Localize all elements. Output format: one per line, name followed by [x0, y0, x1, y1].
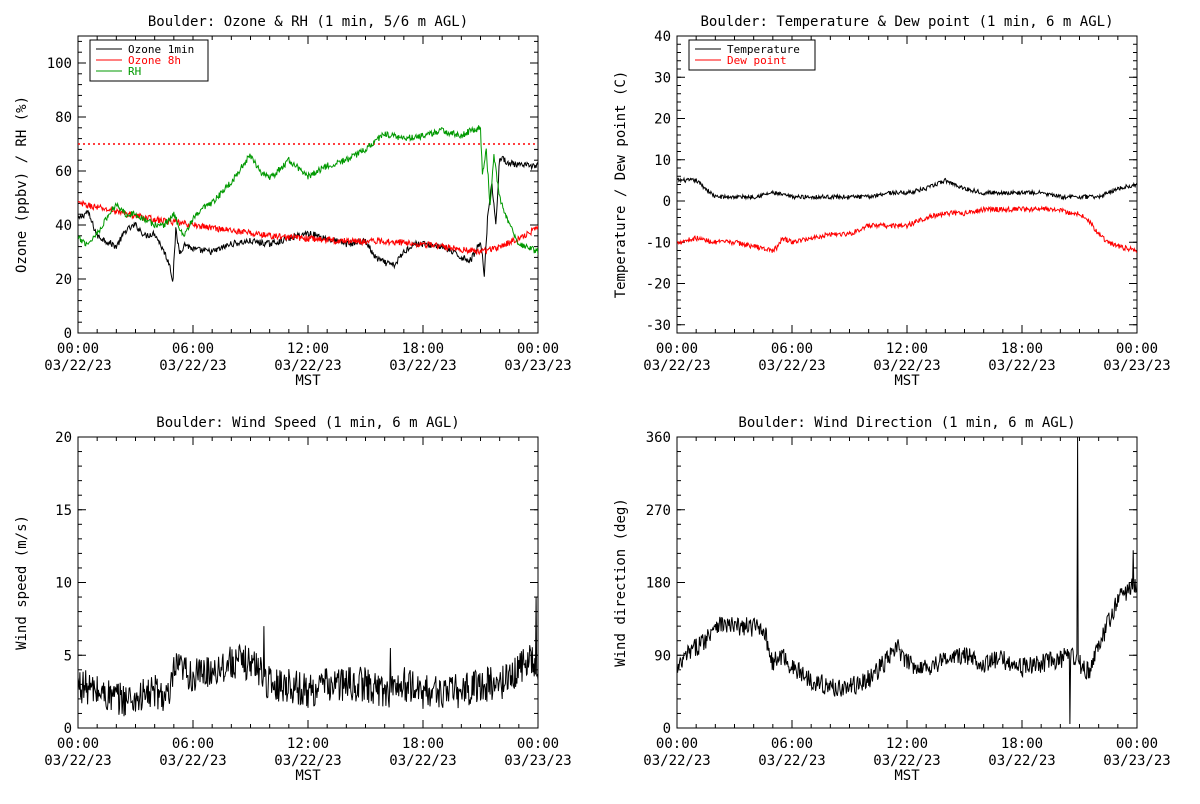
series-line-rh: [78, 125, 538, 255]
legend-box: [688, 39, 816, 71]
legend-label: Dew point: [727, 54, 787, 67]
x-tick-label-time: 12:00: [886, 341, 928, 357]
x-tick-label-time: 06:00: [771, 341, 813, 357]
x-tick-label-time: 00:00: [517, 736, 559, 752]
y-axis-label: Temperature / Dew point (C): [613, 71, 629, 299]
x-tick-label-date: 03/23/23: [1103, 753, 1170, 769]
x-tick-label-date: 03/22/23: [274, 358, 341, 374]
x-tick-label-time: 18:00: [402, 736, 444, 752]
x-tick-label-date: 03/22/23: [274, 753, 341, 769]
series-line-series-1: [78, 596, 538, 717]
chart-title: Boulder: Wind Direction (1 min, 6 m AGL): [738, 415, 1075, 431]
x-tick-label-time: 00:00: [656, 341, 698, 357]
y-tick-label: -20: [646, 277, 671, 293]
x-tick-label-time: 00:00: [517, 341, 559, 357]
x-tick-label-date: 03/22/23: [758, 753, 825, 769]
legend-label: Temperature: [727, 43, 800, 56]
series-line-series-1: [677, 437, 1137, 725]
y-tick-label: 40: [55, 218, 72, 234]
y-tick-label: 0: [64, 721, 72, 737]
y-tick-label: 90: [654, 648, 671, 664]
plot-frame: [676, 436, 1138, 729]
x-tick-label-time: 06:00: [771, 736, 813, 752]
y-tick-label: 180: [646, 576, 671, 592]
x-axis-label: MST: [894, 373, 920, 389]
chart-title: Boulder: Ozone & RH (1 min, 5/6 m AGL): [148, 14, 468, 30]
y-tick-label: 0: [64, 326, 72, 342]
x-tick-label-time: 00:00: [1116, 341, 1158, 357]
panel-3: Boulder: Wind Speed (1 min, 6 m AGL) 00:0…: [14, 415, 572, 784]
x-tick-label-date: 03/22/23: [988, 358, 1055, 374]
y-axis-label: Wind direction (deg): [613, 498, 629, 667]
x-tick-label-time: 00:00: [656, 736, 698, 752]
x-tick-label-date: 03/22/23: [389, 358, 456, 374]
series-line-temperature: [677, 176, 1137, 201]
panel-4: Boulder: Wind Direction (1 min, 6 m AGL)…: [613, 415, 1171, 784]
x-tick-label-date: 03/22/23: [159, 753, 226, 769]
y-tick-label: 0: [663, 194, 671, 210]
y-tick-label: -10: [646, 235, 671, 251]
x-tick-label-date: 03/23/23: [1103, 358, 1170, 374]
y-tick-label: 15: [55, 503, 72, 519]
y-axis-label: Ozone (ppbv) / RH (%): [14, 96, 30, 273]
y-tick-label: 10: [654, 153, 671, 169]
chart-title: Boulder: Wind Speed (1 min, 6 m AGL): [156, 415, 459, 431]
y-tick-label: 5: [64, 648, 72, 664]
y-tick-label: 270: [646, 503, 671, 519]
y-axis-label: Wind speed (m/s): [14, 515, 30, 650]
plot-frame: [676, 35, 1138, 334]
series-line-ozone-1min: [78, 155, 538, 282]
y-tick-label: -30: [646, 318, 671, 334]
plot-frame: [77, 436, 539, 729]
y-tick-label: 360: [646, 430, 671, 446]
x-tick-label-date: 03/22/23: [873, 753, 940, 769]
x-tick-label-time: 18:00: [1001, 341, 1043, 357]
y-tick-label: 40: [654, 29, 671, 45]
x-tick-label-date: 03/22/23: [643, 753, 710, 769]
y-tick-label: 100: [47, 56, 72, 72]
panel-2: Boulder: Temperature & Dew point (1 min,…: [613, 14, 1171, 389]
y-tick-label: 30: [654, 70, 671, 86]
x-tick-label-date: 03/22/23: [873, 358, 940, 374]
x-axis-label: MST: [295, 373, 321, 389]
legend-label: RH: [128, 65, 141, 78]
y-tick-label: 10: [55, 576, 72, 592]
chart-title: Boulder: Temperature & Dew point (1 min,…: [700, 14, 1113, 30]
x-tick-label-date: 03/23/23: [504, 358, 571, 374]
x-tick-label-time: 12:00: [287, 736, 329, 752]
x-tick-label-date: 03/22/23: [159, 358, 226, 374]
y-tick-label: 20: [55, 272, 72, 288]
x-tick-label-date: 03/22/23: [758, 358, 825, 374]
legend-label: Ozone 1min: [128, 43, 194, 56]
y-tick-label: 0: [663, 721, 671, 737]
series-line-ozone-8h: [78, 199, 538, 256]
x-tick-label-date: 03/23/23: [504, 753, 571, 769]
y-tick-label: 20: [55, 430, 72, 446]
legend-label: Ozone 8h: [128, 54, 181, 67]
series-line-dew-point: [677, 205, 1137, 253]
x-tick-label-time: 18:00: [1001, 736, 1043, 752]
y-tick-label: 60: [55, 164, 72, 180]
x-tick-label-date: 03/22/23: [643, 358, 710, 374]
x-tick-label-time: 06:00: [172, 736, 214, 752]
x-tick-label-date: 03/22/23: [988, 753, 1055, 769]
y-tick-label: 20: [654, 112, 671, 128]
x-axis-label: MST: [894, 768, 920, 784]
x-tick-label-date: 03/22/23: [44, 753, 111, 769]
x-tick-label-time: 12:00: [886, 736, 928, 752]
x-axis-label: MST: [295, 768, 321, 784]
y-tick-label: 80: [55, 110, 72, 126]
x-tick-label-time: 00:00: [57, 736, 99, 752]
x-tick-label-time: 00:00: [57, 341, 99, 357]
x-tick-label-date: 03/22/23: [389, 753, 456, 769]
panel-1: Boulder: Ozone & RH (1 min, 5/6 m AGL)00…: [14, 14, 572, 389]
x-tick-label-time: 12:00: [287, 341, 329, 357]
x-tick-label-time: 06:00: [172, 341, 214, 357]
x-tick-label-time: 18:00: [402, 341, 444, 357]
x-tick-label-time: 00:00: [1116, 736, 1158, 752]
x-tick-label-date: 03/22/23: [44, 358, 111, 374]
